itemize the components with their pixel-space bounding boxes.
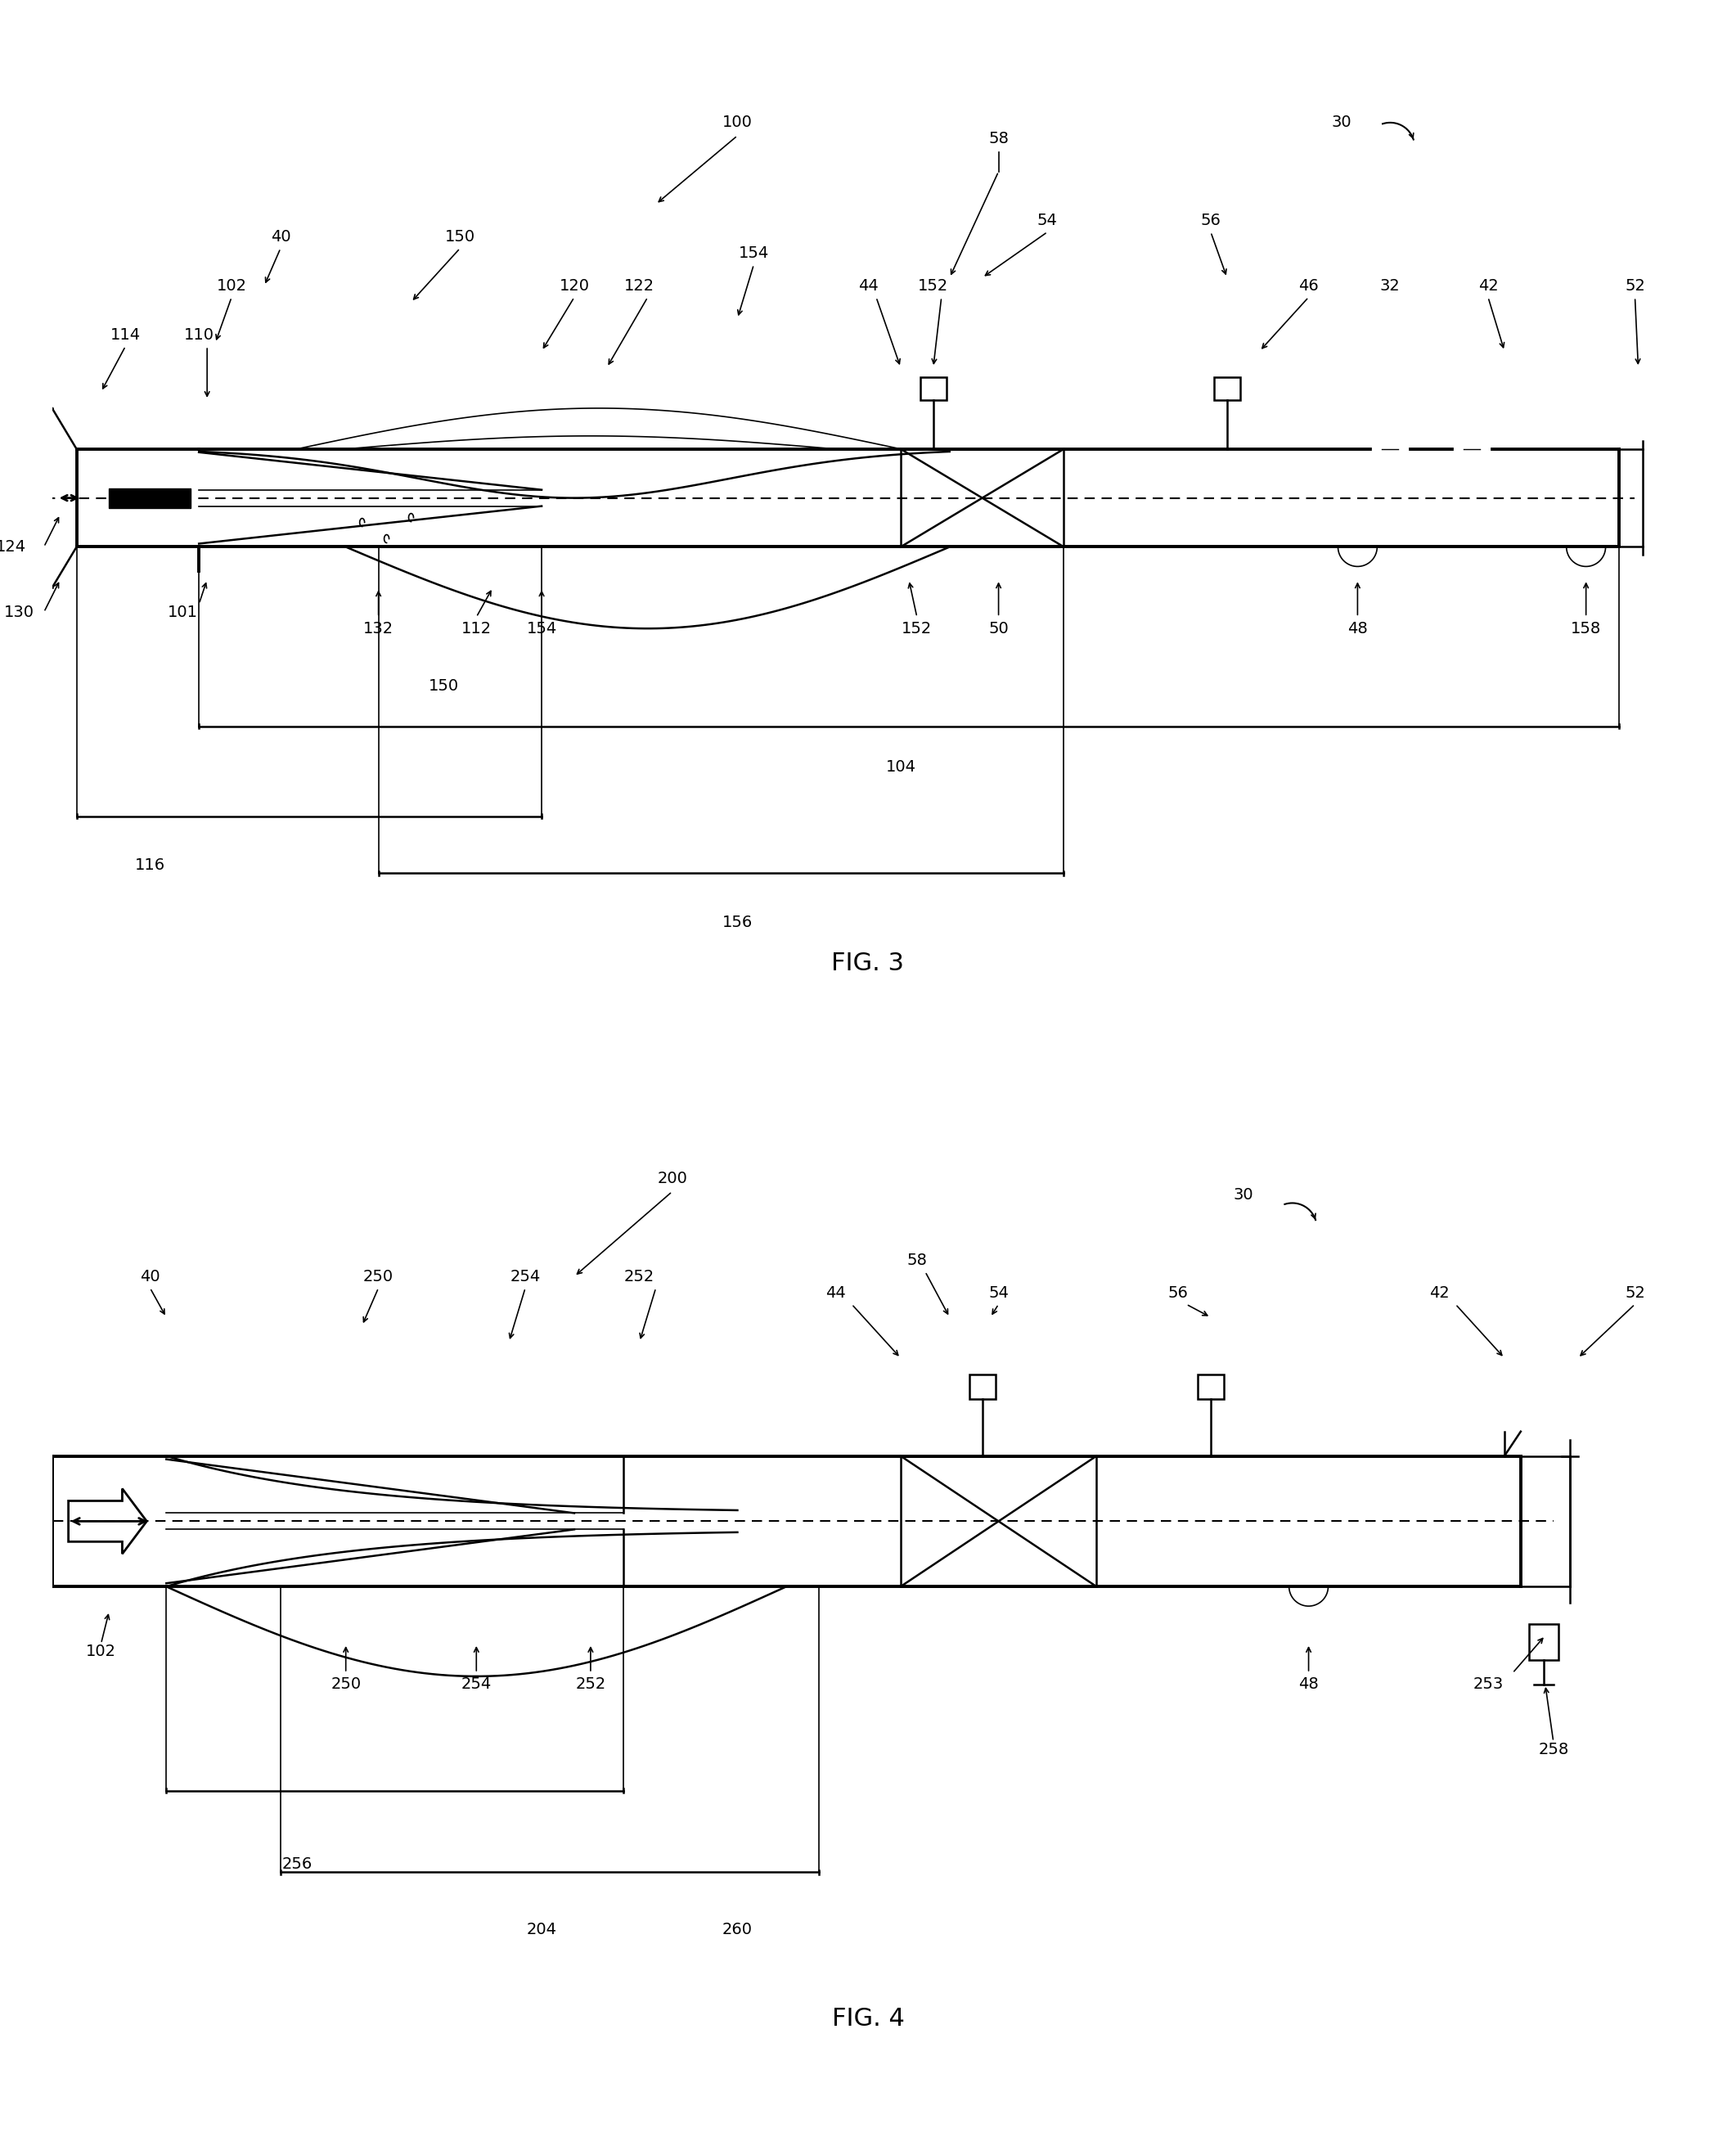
Text: FIG. 3: FIG. 3 xyxy=(832,950,904,974)
Text: 58: 58 xyxy=(988,131,1009,147)
Text: 110: 110 xyxy=(184,328,214,343)
Bar xyxy=(1529,1625,1559,1659)
Bar xyxy=(969,1375,995,1399)
Text: 158: 158 xyxy=(1571,621,1601,636)
Text: 252: 252 xyxy=(575,1677,606,1692)
Text: 42: 42 xyxy=(1477,278,1498,293)
Text: 40: 40 xyxy=(141,1269,160,1284)
Text: 48: 48 xyxy=(1299,1677,1319,1692)
Text: 250: 250 xyxy=(330,1677,361,1692)
Text: 154: 154 xyxy=(526,621,557,636)
Text: 250: 250 xyxy=(363,1269,394,1284)
Text: 112: 112 xyxy=(462,621,491,636)
Text: 204: 204 xyxy=(526,1922,557,1937)
Bar xyxy=(1198,1375,1224,1399)
Bar xyxy=(109,489,191,509)
Text: 30: 30 xyxy=(1332,114,1351,129)
Text: 260: 260 xyxy=(722,1922,753,1937)
Text: 150: 150 xyxy=(444,228,476,246)
Bar xyxy=(1213,377,1240,401)
Text: 52: 52 xyxy=(1625,278,1646,293)
Text: 152: 152 xyxy=(918,278,948,293)
Text: 42: 42 xyxy=(1429,1284,1450,1302)
Text: 56: 56 xyxy=(1201,213,1220,228)
Text: 44: 44 xyxy=(825,1284,845,1302)
Text: 253: 253 xyxy=(1472,1677,1503,1692)
Text: 58: 58 xyxy=(906,1252,927,1267)
Text: 100: 100 xyxy=(722,114,752,129)
Text: 122: 122 xyxy=(625,278,654,293)
Text: 52: 52 xyxy=(1625,1284,1646,1302)
Text: 54: 54 xyxy=(988,1284,1009,1302)
Text: 102: 102 xyxy=(217,278,247,293)
Text: 258: 258 xyxy=(1538,1741,1569,1758)
Text: 56: 56 xyxy=(1168,1284,1187,1302)
Text: 156: 156 xyxy=(722,914,753,931)
Text: 116: 116 xyxy=(135,858,165,873)
Text: 154: 154 xyxy=(738,246,769,261)
Text: 120: 120 xyxy=(559,278,590,293)
Text: 30: 30 xyxy=(1233,1187,1253,1202)
Text: 252: 252 xyxy=(625,1269,654,1284)
Text: 254: 254 xyxy=(510,1269,540,1284)
Text: 54: 54 xyxy=(1038,213,1057,228)
Text: 48: 48 xyxy=(1347,621,1368,636)
Text: 102: 102 xyxy=(85,1644,116,1659)
Text: 130: 130 xyxy=(3,603,35,621)
Text: 44: 44 xyxy=(858,278,878,293)
Text: 50: 50 xyxy=(988,621,1009,636)
Text: FIG. 4: FIG. 4 xyxy=(832,2006,904,2030)
Text: 101: 101 xyxy=(167,603,198,621)
Text: 254: 254 xyxy=(462,1677,491,1692)
Text: 150: 150 xyxy=(429,679,458,694)
Text: 152: 152 xyxy=(901,621,932,636)
Text: 46: 46 xyxy=(1299,278,1319,293)
Text: 200: 200 xyxy=(658,1170,687,1185)
Text: 132: 132 xyxy=(363,621,394,636)
Text: 114: 114 xyxy=(111,328,141,343)
Bar xyxy=(920,377,946,401)
Text: 104: 104 xyxy=(885,759,917,776)
Text: 40: 40 xyxy=(271,228,290,246)
Text: 256: 256 xyxy=(281,1855,312,1873)
Text: 32: 32 xyxy=(1380,278,1401,293)
Text: 124: 124 xyxy=(0,539,26,554)
